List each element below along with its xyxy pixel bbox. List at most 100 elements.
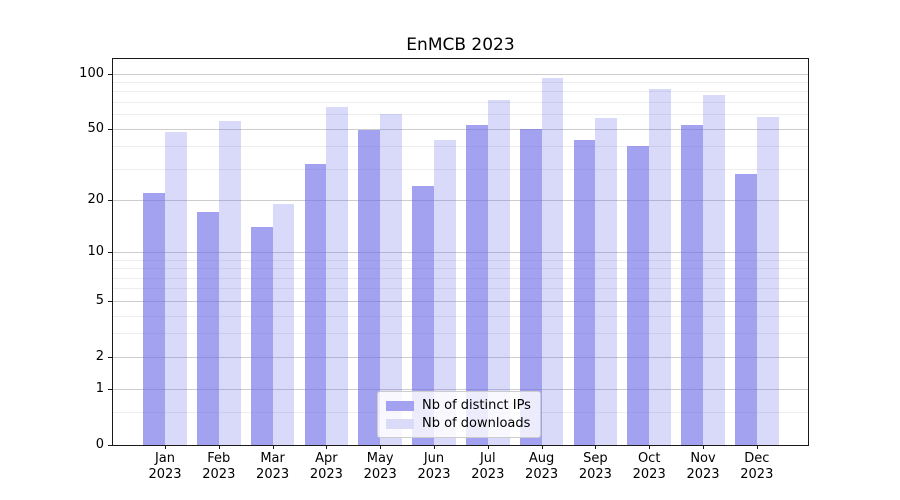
y-tick-label: 0 (95, 437, 104, 452)
y-tick-label: 2 (95, 348, 104, 364)
x-tick-label: Nov 2023 (676, 451, 730, 483)
x-tick-month: Nov (690, 451, 716, 466)
x-tick-label: Aug 2023 (515, 451, 569, 483)
bar-downloads-apr (326, 106, 349, 445)
x-tick-year: 2023 (686, 467, 720, 482)
bar-distinct-ips-aug (519, 128, 542, 445)
x-tick-year: 2023 (256, 467, 290, 482)
x-tick-year: 2023 (578, 467, 612, 482)
y-tick (108, 252, 112, 253)
bar-distinct-ips-oct (627, 146, 650, 445)
y-gridline-minor (113, 315, 808, 317)
x-tick (487, 445, 489, 449)
y-tick-label: 50 (87, 120, 104, 136)
y-tick (108, 128, 112, 130)
bar-distinct-ips-apr (304, 163, 327, 445)
y-tick-label: 5 (95, 292, 104, 308)
y-gridline (113, 200, 808, 201)
y-gridline-minor (113, 268, 808, 270)
y-gridline-minor (113, 101, 808, 103)
x-tick-month: Mar (260, 451, 285, 466)
legend-item-distinct-ips: Nb of distinct IPs (386, 398, 531, 413)
bar-distinct-ips-sep (573, 140, 596, 445)
bar-downloads-jan (165, 131, 187, 445)
y-tick (108, 200, 112, 201)
y-tick (108, 300, 112, 302)
x-tick-label: Jan 2023 (138, 451, 192, 483)
chart-title: EnMCB 2023 (406, 35, 515, 55)
y-gridline-minor (113, 288, 808, 290)
bar-distinct-ips-may (358, 130, 381, 445)
x-tick (326, 445, 328, 449)
x-tick-label: Dec 2023 (730, 451, 784, 483)
y-gridline-minor (113, 114, 808, 116)
bar-distinct-ips-nov (681, 125, 703, 445)
x-tick-month: Apr (315, 451, 338, 466)
x-tick-month: Dec (744, 451, 770, 466)
x-tick (165, 445, 166, 449)
y-gridline (113, 300, 808, 302)
plot-area (112, 58, 809, 446)
y-gridline-minor (113, 91, 808, 93)
y-gridline-minor (113, 168, 808, 170)
bar-distinct-ips-jun (412, 185, 434, 445)
x-tick (434, 445, 435, 449)
y-gridline-minor (113, 333, 808, 335)
bar-downloads-dec (756, 116, 779, 445)
x-tick (703, 445, 704, 449)
x-tick (541, 445, 543, 449)
y-tick (108, 356, 112, 358)
x-tick (649, 445, 651, 449)
bar-downloads-aug (541, 77, 564, 445)
y-tick (108, 73, 112, 75)
y-gridline (113, 73, 808, 75)
y-gridline-minor (113, 277, 808, 279)
x-tick (595, 445, 597, 449)
bar-distinct-ips-jul (466, 125, 488, 445)
y-gridline-minor (113, 146, 808, 148)
legend-label-distinct-ips: Nb of distinct IPs (422, 398, 531, 413)
bar-distinct-ips-feb (197, 212, 219, 445)
y-gridline (113, 356, 808, 358)
x-tick-label: Feb 2023 (192, 451, 246, 483)
bar-distinct-ips-jan (143, 192, 165, 445)
y-gridline (113, 389, 808, 391)
x-tick-month: Feb (207, 451, 231, 466)
x-tick (756, 445, 758, 449)
x-tick-year: 2023 (309, 467, 343, 482)
bar-downloads-jul (487, 99, 510, 445)
x-tick-label: Apr 2023 (299, 451, 353, 483)
x-tick-label: Oct 2023 (622, 451, 676, 483)
x-tick-year: 2023 (632, 467, 666, 482)
bar-distinct-ips-mar (250, 227, 273, 445)
x-tick-label: Jul 2023 (461, 451, 515, 483)
y-tick-label: 100 (79, 65, 104, 81)
x-tick-year: 2023 (417, 467, 451, 482)
x-tick-month: Jan (154, 451, 176, 466)
bar-downloads-sep (595, 118, 618, 445)
x-tick-year: 2023 (525, 467, 559, 482)
y-tick (108, 445, 112, 446)
legend-swatch-downloads (386, 418, 414, 429)
x-tick (380, 445, 382, 449)
x-tick-year: 2023 (740, 467, 774, 482)
x-tick-label: May 2023 (353, 451, 407, 483)
x-tick-label: Jun 2023 (407, 451, 461, 483)
bar-downloads-may (380, 114, 402, 445)
legend-swatch-distinct-ips (386, 400, 414, 411)
x-tick-month: Aug (528, 451, 555, 466)
legend-item-downloads: Nb of downloads (386, 416, 531, 431)
y-gridline (113, 252, 808, 253)
x-tick-year: 2023 (148, 467, 182, 482)
x-tick-year: 2023 (202, 467, 236, 482)
bar-downloads-mar (272, 203, 295, 445)
y-tick-label: 20 (87, 192, 104, 207)
x-tick-month: May (366, 451, 394, 466)
x-tick-month: Sep (583, 451, 608, 466)
y-tick-label: 10 (87, 244, 104, 259)
x-tick-year: 2023 (363, 467, 397, 482)
bar-downloads-nov (703, 95, 725, 445)
x-tick-month: Oct (637, 451, 661, 466)
x-tick-month: Jul (479, 451, 496, 466)
